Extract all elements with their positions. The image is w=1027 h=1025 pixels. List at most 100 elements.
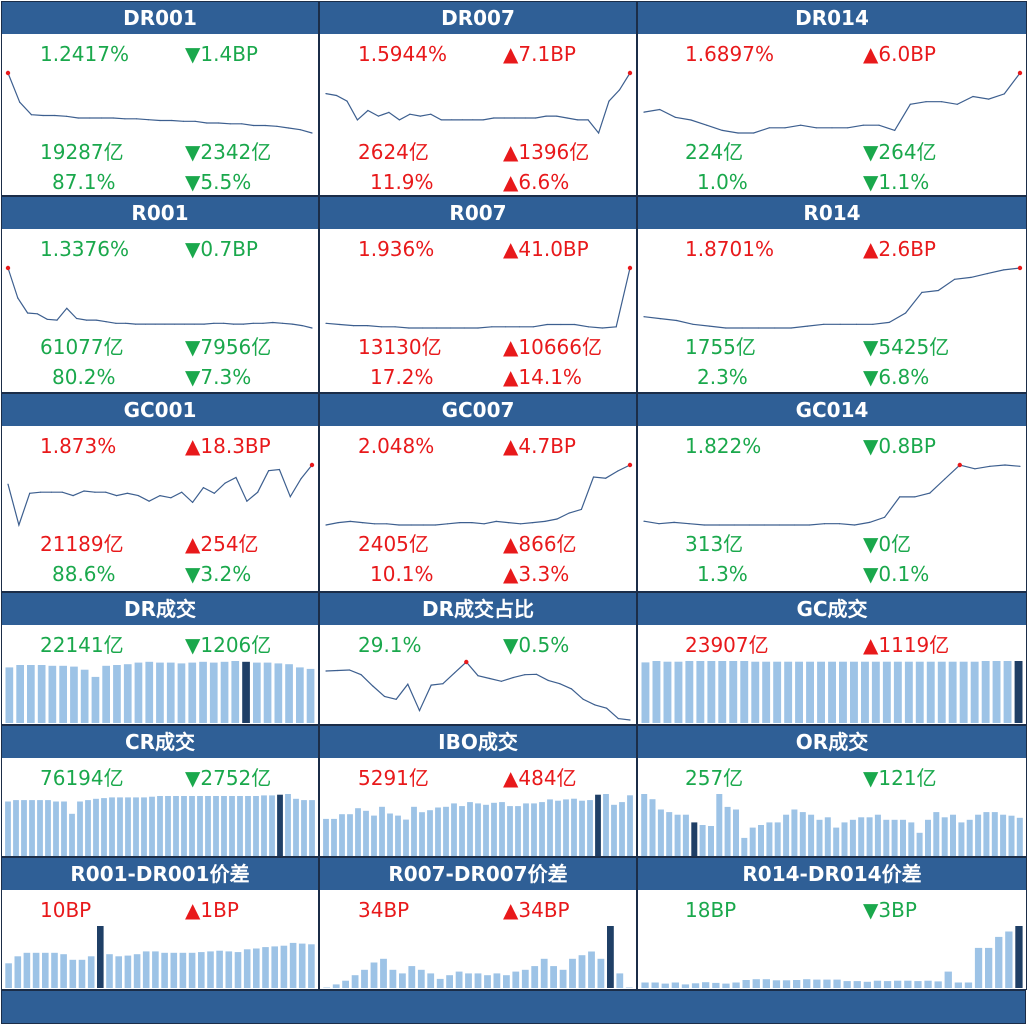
data-point [159, 119, 161, 122]
data-point [823, 323, 825, 325]
data-point [272, 321, 274, 324]
data-point [454, 672, 456, 674]
bar [1000, 814, 1007, 856]
data-point [76, 317, 78, 320]
data-point [505, 326, 507, 328]
data-point [489, 677, 491, 680]
bar [1003, 661, 1012, 723]
bar [59, 665, 67, 723]
sparkline-chart [643, 265, 1023, 329]
series-line [325, 661, 631, 721]
bar [742, 980, 750, 988]
bar [274, 663, 283, 723]
data-point [356, 119, 358, 121]
bar [475, 803, 481, 856]
bar-latest [242, 661, 250, 723]
bar [718, 661, 727, 723]
bar [732, 982, 740, 988]
bar [152, 951, 159, 988]
data-point [688, 523, 690, 525]
data-point [941, 101, 943, 103]
data-point [171, 119, 173, 122]
share-change: ▼1.1% [863, 170, 930, 194]
bar [133, 954, 141, 988]
data-point [954, 278, 956, 280]
bar [1008, 815, 1015, 856]
bar [411, 806, 417, 856]
bar [944, 971, 952, 988]
data-point [409, 113, 411, 115]
data-point [461, 119, 463, 121]
series-line [325, 267, 631, 329]
bar [685, 661, 694, 723]
data-point [27, 312, 29, 314]
bar [587, 800, 593, 856]
bar [361, 969, 368, 988]
bar [216, 950, 223, 988]
bar [850, 661, 858, 723]
data-point [556, 115, 558, 117]
change-value: ▼2752亿 [185, 766, 272, 790]
bar [991, 812, 998, 856]
bar [85, 800, 91, 856]
panel-title: DR001 [2, 2, 318, 34]
panel-title: GC001 [2, 394, 318, 426]
panel-5: R014 1.8701% ▲2.6BP 1755亿 ▼5425亿 2.3% ▼6.8% [637, 196, 1027, 393]
data-point [568, 512, 570, 514]
bar [833, 979, 841, 988]
bar [37, 665, 46, 723]
bar [900, 819, 906, 856]
bar [985, 947, 993, 988]
bar [702, 982, 710, 988]
bar [674, 814, 681, 856]
volume-value: 313亿 [685, 532, 744, 556]
bar [380, 958, 387, 988]
data-point [398, 119, 400, 121]
bar [115, 956, 122, 988]
rate-value: 1.822% [685, 434, 762, 458]
data-point [325, 670, 327, 672]
series-line [7, 267, 313, 329]
volume-change: ▼7956亿 [185, 335, 272, 359]
share-change: ▼7.3% [185, 365, 252, 389]
bar [874, 814, 881, 856]
bar [370, 962, 378, 988]
bar-latest [97, 926, 104, 988]
data-point [125, 322, 127, 324]
bar [289, 942, 297, 988]
bar [179, 952, 187, 988]
bar [205, 796, 211, 856]
data-point [94, 491, 96, 493]
bar [69, 813, 75, 856]
bar [762, 661, 771, 723]
bar [531, 966, 539, 988]
bar [451, 803, 457, 856]
bar [824, 817, 831, 856]
data-point [839, 323, 841, 325]
data-point [136, 118, 138, 120]
rate-change: ▲2.6BP [863, 237, 936, 261]
bar [293, 798, 299, 856]
share-change: ▼5.5% [185, 170, 252, 194]
bar [722, 983, 730, 988]
change-value: ▼121亿 [863, 766, 937, 790]
primary-value: 22141亿 [40, 633, 124, 657]
bar [696, 661, 705, 723]
data-point [559, 683, 561, 685]
bar [523, 803, 529, 856]
bar [262, 947, 269, 988]
rate-change: ▼1.4BP [185, 42, 258, 66]
data-point [202, 487, 204, 489]
data-point [808, 524, 810, 526]
bar [29, 800, 35, 856]
bar [101, 798, 107, 856]
volume-value: 224亿 [685, 140, 744, 164]
data-point [339, 323, 341, 326]
footer-bar [1, 990, 1026, 1024]
bar [149, 796, 155, 856]
bar [863, 981, 871, 988]
bar [914, 981, 922, 988]
bar [751, 661, 760, 723]
data-point [477, 327, 479, 329]
change-value: ▼3BP [863, 898, 917, 922]
